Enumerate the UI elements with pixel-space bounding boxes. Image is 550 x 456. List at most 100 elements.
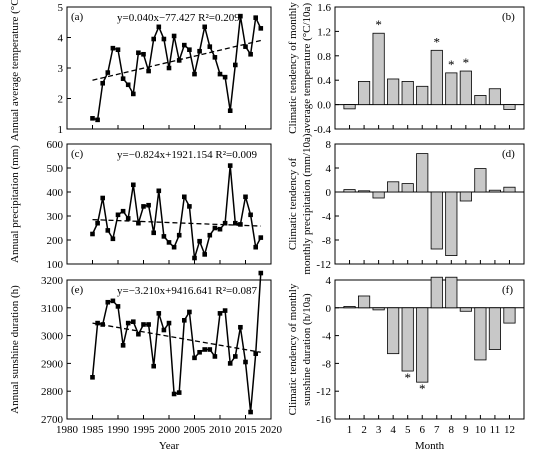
data-point (258, 26, 264, 31)
data-point (238, 13, 243, 19)
data-point (171, 244, 177, 250)
data-point (233, 220, 238, 226)
y-tick-label: 2 (58, 94, 64, 106)
data-point (217, 226, 223, 232)
significance-marker: * (419, 381, 426, 396)
data-point (258, 270, 264, 276)
data-point (192, 355, 197, 361)
data-point (212, 55, 218, 60)
panel-label: (d) (502, 148, 515, 160)
data-point (156, 311, 162, 316)
panel-label: (b) (502, 11, 515, 23)
plot-frame (334, 279, 525, 420)
y-tick-label: 0 (326, 187, 332, 199)
y-tick-label: -4 (322, 331, 332, 343)
data-point (161, 36, 167, 42)
bar-month-2 (358, 295, 371, 309)
data-point (100, 195, 105, 201)
bar-month-6 (416, 85, 429, 106)
x-tick-label: 3 (376, 424, 382, 436)
data-point (202, 24, 207, 30)
bar-month-7 (430, 191, 443, 250)
data-point (161, 327, 167, 333)
x-axis-label: Year (159, 440, 180, 452)
bar-month-11 (488, 88, 501, 105)
y-tick-label: 8 (326, 139, 332, 151)
x-tick-label: 1985 (82, 424, 105, 436)
y-tick-label: -0.4 (314, 124, 332, 136)
data-point (151, 363, 156, 369)
y-tick-label: 300 (47, 211, 64, 223)
y-tick-label: 2900 (41, 358, 64, 370)
data-point (171, 33, 177, 39)
data-point (182, 194, 187, 200)
data-point (146, 322, 151, 327)
x-tick-label: 5 (405, 424, 411, 436)
y-tick-label: -4 (322, 211, 332, 223)
data-point (238, 222, 243, 227)
bar-month-9 (459, 191, 472, 202)
y-axis-label: Climatic tendency of monthly average temp… (287, 2, 313, 134)
data-point (258, 235, 264, 240)
x-tick-label: 8 (449, 424, 455, 436)
y-tick-label: 5 (58, 2, 64, 14)
data-point (227, 108, 233, 113)
regression-equation: y=−0.824x+1921.154 R²=0.009 (117, 149, 257, 161)
y-tick-label: 100 (47, 259, 64, 271)
data-point (95, 220, 100, 226)
data-point (212, 354, 218, 359)
x-tick-label: 7 (434, 424, 440, 436)
data-point (156, 24, 162, 30)
y-tick-label: 0 (326, 303, 332, 315)
data-point (253, 244, 258, 250)
y-tick-label: -12 (316, 259, 331, 271)
y-axis-label-line: sunshine duration (h/10a) (301, 293, 313, 406)
data-point (227, 361, 233, 366)
plot-frame (334, 6, 525, 130)
data-point (115, 212, 121, 218)
data-point (120, 208, 126, 214)
data-point (253, 351, 258, 356)
x-tick-label: 12 (504, 424, 515, 436)
data-point (95, 117, 100, 123)
data-point (90, 375, 95, 380)
y-tick-label: 3000 (41, 331, 64, 343)
x-tick-label: 11 (490, 424, 501, 436)
data-point (105, 70, 111, 75)
data-point (141, 204, 146, 209)
data-point (176, 58, 182, 63)
data-point (217, 311, 223, 316)
data-point (151, 36, 156, 42)
data-point (187, 309, 192, 315)
data-point (192, 71, 197, 77)
data-point (233, 354, 238, 359)
y-tick-label: 400 (47, 187, 64, 199)
data-point (171, 391, 177, 397)
significance-marker: * (463, 55, 470, 70)
y-tick-label: 2800 (41, 386, 64, 398)
panel-label: (c) (71, 148, 84, 160)
significance-marker: * (434, 34, 441, 49)
data-point (222, 308, 228, 313)
y-tick-label: 1.6 (317, 2, 331, 14)
data-point (161, 234, 167, 239)
panel-label: (f) (502, 284, 513, 296)
y-tick-label: 3 (58, 63, 64, 75)
panel-label: (a) (71, 11, 84, 23)
bar-month-6 (416, 153, 429, 193)
data-point (125, 216, 131, 221)
data-point (207, 347, 213, 352)
series-line (91, 165, 262, 259)
x-tick-label: 1980 (56, 424, 79, 436)
data-point (151, 230, 156, 236)
data-point (212, 225, 218, 231)
panel-label: (e) (71, 284, 84, 296)
data-point (105, 299, 111, 305)
bar-month-2 (358, 190, 371, 193)
bar-month-4 (387, 307, 400, 355)
y-tick-label: 2700 (41, 414, 64, 426)
bar-month-10 (474, 168, 487, 193)
data-point (146, 68, 151, 74)
y-axis-label: Annual sunshine duration (h) (9, 285, 21, 414)
